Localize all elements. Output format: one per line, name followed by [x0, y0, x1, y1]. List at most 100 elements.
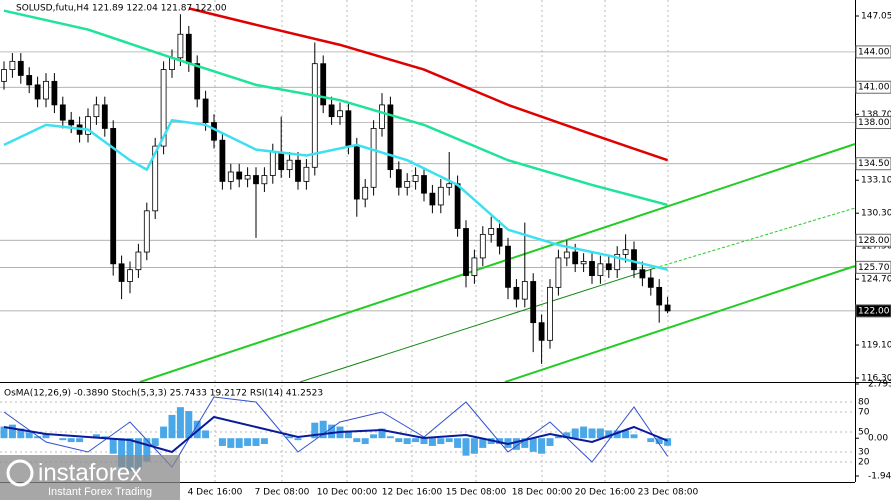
osma-bar — [664, 438, 672, 446]
candle-body — [9, 60, 16, 70]
candle-body — [303, 166, 310, 182]
candle-body — [471, 257, 478, 276]
date-label: 4 Dec 16:00 — [188, 488, 243, 498]
candle-body — [589, 261, 595, 276]
osma-bar — [151, 438, 159, 446]
level-box — [855, 233, 891, 247]
candle-body — [118, 263, 125, 282]
level-tick-label: 20 — [858, 458, 870, 468]
candle-body — [345, 110, 352, 147]
candle-body — [26, 75, 33, 86]
candle-body — [227, 171, 234, 182]
osma-bar — [580, 426, 588, 439]
price-label: 130.30 — [861, 209, 891, 219]
candle-body — [101, 104, 108, 129]
candle-body — [185, 33, 192, 65]
candle-body — [429, 192, 436, 206]
candle-body — [1, 69, 7, 82]
level-box — [855, 45, 891, 59]
candle-body — [278, 151, 285, 171]
candle-body — [194, 63, 201, 100]
candle-body — [269, 151, 276, 176]
candle-body — [437, 186, 444, 206]
osma-bar — [470, 438, 478, 454]
osma-bar — [596, 428, 604, 439]
candle-body — [160, 69, 167, 147]
channel-middle — [299, 267, 656, 383]
candle-body — [479, 233, 486, 259]
candle-body — [85, 116, 91, 135]
candle-body — [614, 253, 621, 271]
candle-body — [261, 175, 268, 185]
candle-body — [412, 175, 419, 182]
candle-body — [236, 171, 243, 180]
candle-body — [421, 175, 427, 194]
osma-bar — [622, 430, 630, 439]
candle-body — [379, 104, 385, 129]
candle-body — [370, 128, 377, 188]
candle-body — [387, 104, 394, 171]
date-label: 7 Dec 08:00 — [255, 488, 310, 498]
channel-upper — [139, 143, 856, 383]
candle-body — [152, 145, 159, 212]
osma-bar — [605, 430, 613, 439]
level-box — [855, 157, 891, 171]
osma-bar — [185, 411, 193, 439]
candle-body — [656, 286, 663, 306]
osma-bar — [437, 438, 445, 445]
osma-bar — [260, 438, 268, 445]
level-label: 138.00 — [858, 118, 890, 128]
osma-bar — [344, 432, 352, 439]
level-box — [855, 260, 891, 274]
candle-body — [320, 63, 327, 106]
osma-bar — [0, 426, 8, 439]
candle-body — [362, 186, 369, 200]
level-tick-label: 30 — [858, 448, 870, 458]
osma-bar — [8, 424, 16, 439]
candle-body — [664, 304, 671, 312]
osma-bar — [34, 436, 42, 439]
candle-body — [34, 84, 41, 100]
level-box — [855, 304, 891, 318]
moving-average — [3, 118, 668, 271]
osma-bar — [193, 420, 201, 439]
candle-body — [211, 122, 217, 141]
logo-name: instaforex — [38, 459, 142, 486]
candle-body — [219, 139, 226, 182]
moving-average — [3, 9, 668, 207]
osma-bar — [412, 438, 420, 443]
osma-bar — [403, 438, 411, 445]
oscillator-header: OsMA(12,26,9) -0.3890 Stoch(5,3,3) 25.74… — [4, 389, 323, 399]
level-tick-label: 70 — [858, 408, 870, 418]
candle-body — [555, 257, 562, 288]
logo: instaforex Instant Forex Trading — [0, 455, 180, 500]
osma-bar — [67, 438, 75, 443]
logo-icon — [6, 459, 34, 487]
candle-body — [68, 119, 75, 126]
price-label: 133.10 — [861, 176, 891, 186]
candle-body — [454, 183, 461, 229]
osma-bar — [395, 438, 403, 443]
candle-body — [538, 322, 545, 341]
osma-bar — [134, 438, 142, 470]
osma-bar — [42, 434, 50, 439]
osma-bar — [454, 438, 462, 448]
logo-tagline: Instant Forex Trading — [48, 486, 152, 498]
osma-bar — [445, 438, 453, 443]
osma-bar — [227, 438, 235, 448]
candle-body — [328, 104, 335, 118]
candle-body — [488, 228, 495, 235]
osma-bar — [109, 438, 117, 454]
price-label: 119.10 — [861, 341, 891, 351]
osma-bar — [647, 438, 655, 443]
osma-bar — [311, 422, 319, 439]
candle-body — [59, 104, 66, 121]
osma-bar — [76, 438, 84, 443]
osma-bar — [328, 424, 336, 439]
candle-body — [622, 249, 629, 255]
osma-bar — [655, 438, 663, 445]
osma-bar — [563, 432, 571, 439]
osma-bar — [512, 438, 520, 450]
stoch-line — [3, 396, 669, 468]
